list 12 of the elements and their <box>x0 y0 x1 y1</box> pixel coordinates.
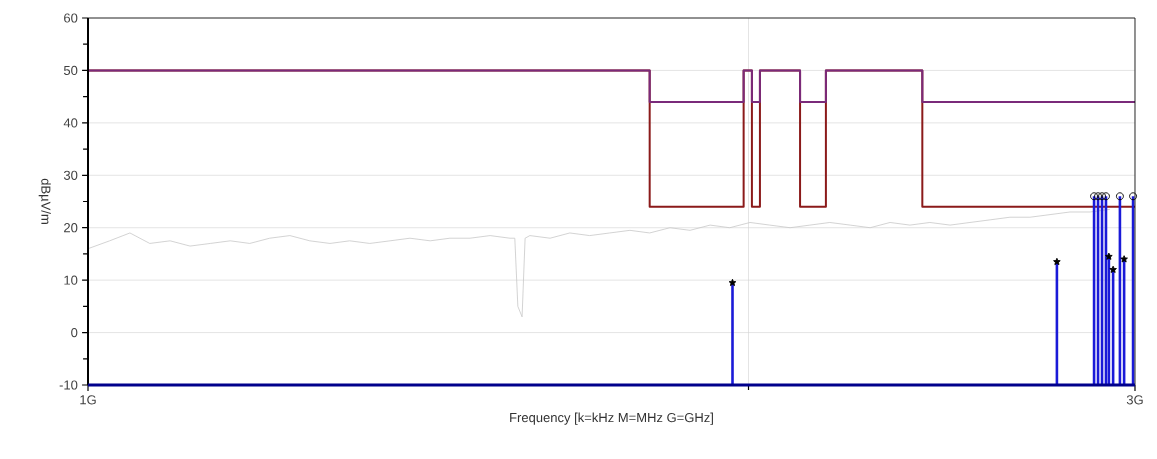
y-tick-label: 50 <box>63 65 78 76</box>
y-tick-label: -10 <box>59 380 78 390</box>
y-tick-label: 10 <box>64 275 78 285</box>
y-tick-label: 60 <box>64 13 78 23</box>
y-tick-label: 0 <box>71 327 78 338</box>
y-tick-label: 30 <box>63 170 78 180</box>
y-tick-label: 40 <box>63 118 78 128</box>
x-axis-title: Frequency [k=kHz M=MHz G=GHz] <box>510 412 713 425</box>
x-tick-label: 3G <box>1126 395 1143 405</box>
x-tick-label: 1G <box>80 395 96 405</box>
y-tick-label: 20 <box>64 223 78 233</box>
y-axis-title: dBµV/m <box>38 178 51 224</box>
